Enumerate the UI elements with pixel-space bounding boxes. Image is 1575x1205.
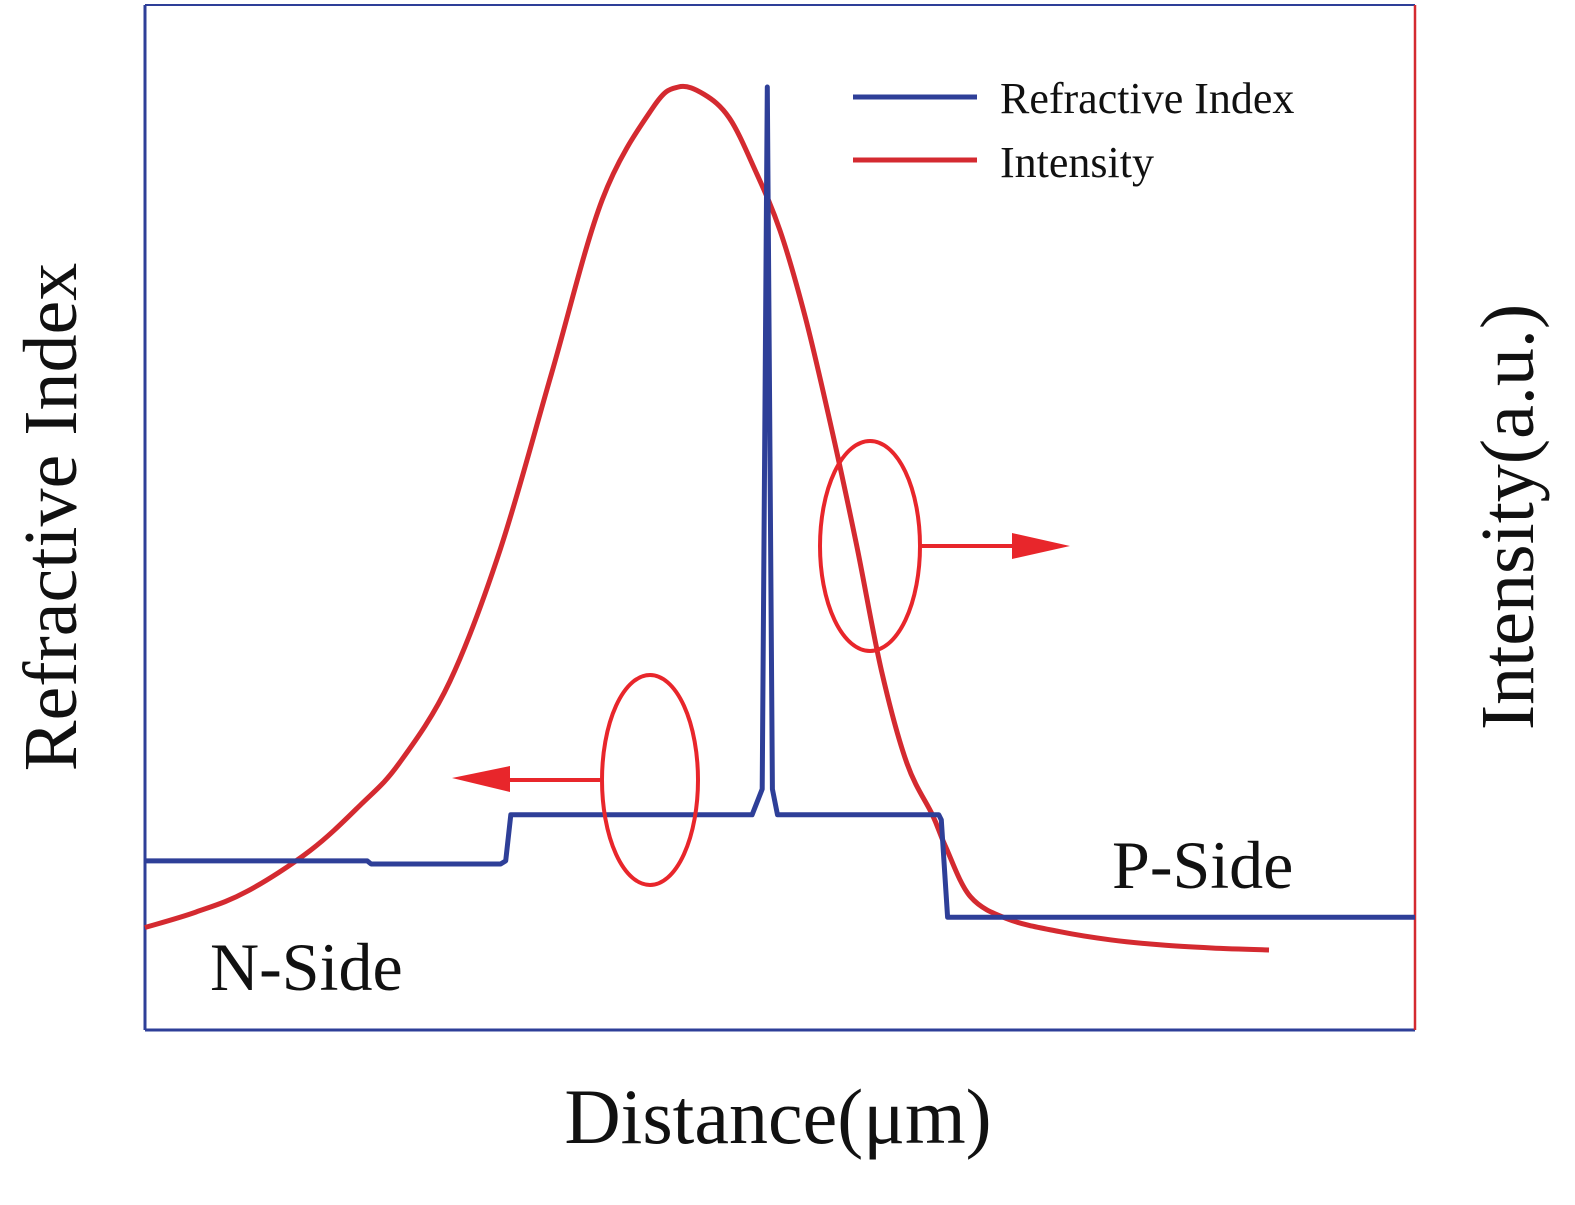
intensity-arrow-head bbox=[1012, 533, 1070, 559]
p-side-label: P-Side bbox=[1112, 827, 1293, 903]
marker-layer bbox=[452, 439, 1070, 887]
series-layer bbox=[144, 83, 1415, 953]
x-axis-label: Distance(μm) bbox=[564, 1073, 991, 1160]
n-side-label: N-Side bbox=[210, 929, 403, 1005]
refractive-index-line bbox=[145, 84, 1415, 920]
refractive-index-marker-ellipse bbox=[600, 673, 700, 887]
legend-label-refractive-index: Refractive Index bbox=[1000, 74, 1294, 123]
refractive-index-arrow-head bbox=[452, 766, 510, 792]
left-y-axis-label: Refractive Index bbox=[9, 263, 93, 772]
legend-label-intensity: Intensity bbox=[1000, 138, 1154, 187]
legend: Refractive Index Intensity bbox=[853, 74, 1294, 187]
right-y-axis-label: Intensity(a.u.) bbox=[1466, 304, 1550, 730]
intensity-line bbox=[144, 83, 1270, 953]
